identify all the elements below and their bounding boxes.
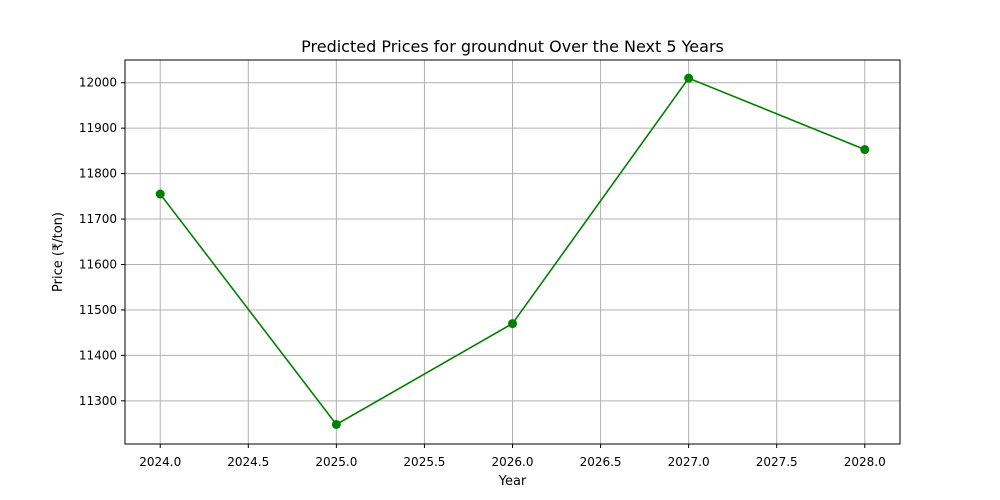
data-point [508,319,517,329]
axis-ticks: 2024.0 2024.5 2025.0 2025.5 2026.0 2026.5 2027… [79,76,886,469]
chart-title: Predicted Prices for groundnut Over the … [301,37,724,56]
x-axis-label: Year [498,474,527,489]
data-point [155,189,165,199]
y-tick-label: 12000 [79,76,117,90]
x-tick-label: 2027.0 [668,455,710,469]
data-point [860,145,870,155]
y-axis-label: Price (₹/ton) [51,212,66,292]
grid-lines [125,60,900,444]
x-tick-label: 2026.0 [492,455,534,469]
x-tick-label: 2026.5 [580,455,622,469]
x-tick-label: 2024.5 [227,455,269,469]
y-tick-label: 11800 [79,167,117,181]
y-tick-label: 11400 [79,348,117,362]
x-tick-label: 2025.5 [403,455,445,469]
x-tick-label: 2028.0 [844,455,886,469]
y-tick-label: 11900 [79,121,117,135]
data-point [331,419,341,429]
data-point [684,73,694,83]
x-tick-label: 2027.5 [756,455,798,469]
y-tick-label: 11500 [79,303,117,317]
x-tick-label: 2025.0 [315,455,357,469]
data-series [155,73,870,429]
x-tick-label: 2024.0 [139,455,181,469]
y-tick-label: 11700 [79,212,117,226]
y-tick-label: 11600 [79,257,117,271]
y-tick-label: 11300 [79,394,117,408]
